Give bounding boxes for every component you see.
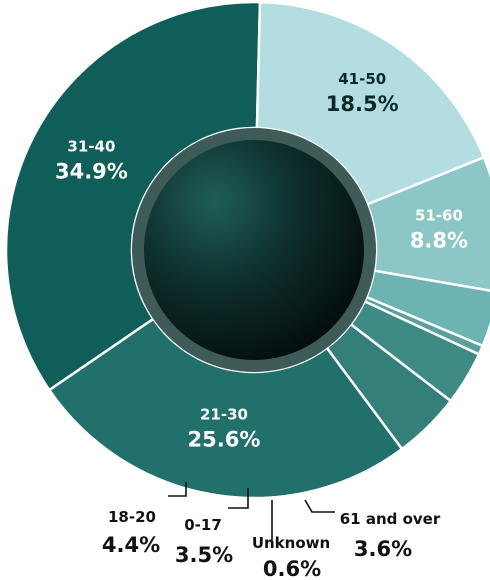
slice-label-21-30: 21-30: [200, 406, 248, 424]
slice-value-18-20: 4.4%: [102, 533, 160, 557]
slice-value-0-17: 3.5%: [175, 543, 233, 567]
callout-line-61-and-over: [304, 499, 335, 513]
chart-slices: [4, 0, 490, 500]
slice-label-51-60: 51-60: [415, 206, 463, 224]
slice-value-51-60: 8.8%: [410, 228, 468, 252]
slice-value-31-40: 34.9%: [55, 160, 128, 184]
slice-label-0-17: 0-17: [184, 516, 222, 534]
callout-line-0-17: [228, 488, 249, 509]
slice-value-21-30: 25.6%: [188, 428, 261, 452]
slice-label-18-20: 18-20: [108, 508, 156, 526]
slice-label-31-40: 31-40: [67, 138, 115, 156]
slice-value-61-and-over: 3.6%: [354, 537, 412, 561]
center-hub: [144, 140, 364, 360]
slice-value-unknown: 0.6%: [263, 557, 321, 580]
slice-label-unknown: Unknown: [252, 534, 330, 552]
chart-callouts: [168, 482, 335, 540]
callout-line-18-20: [168, 482, 187, 497]
chart-labels: 31-40 34.9% 41-50 18.5% 51-60 8.8% 61 and over…: [55, 70, 468, 580]
slice-label-41-50: 41-50: [338, 70, 386, 88]
slice-value-41-50: 18.5%: [326, 92, 399, 116]
slice-label-61-and-over: 61 and over: [340, 510, 441, 528]
